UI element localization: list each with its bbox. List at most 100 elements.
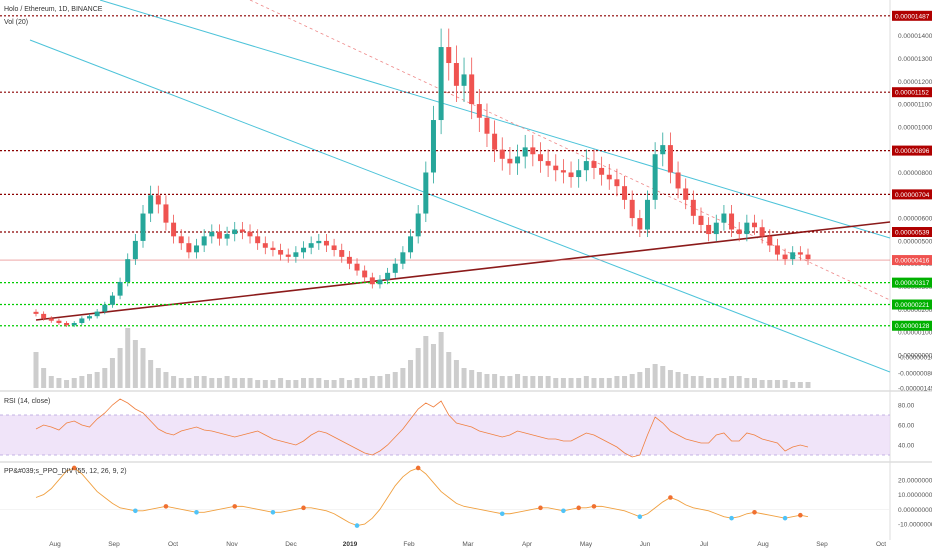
level-label-text: 0.00000221 [895,302,930,309]
time-axis-label: Feb [403,541,415,548]
rsi-tick-label: 80.00 [898,403,915,410]
time-axis-label: Nov [226,541,238,548]
candle-body [400,252,406,264]
candle-body [629,199,635,219]
time-axis-label: Jun [640,541,651,548]
volume-bar [102,368,108,388]
current-price-box [892,255,932,266]
candle-body [209,231,215,237]
price-tick-label: -0.00000010 [898,355,932,362]
candle-body [278,250,284,255]
volume-bar [48,376,54,388]
dashed-trend-line [249,0,891,301]
candle-body [346,256,352,264]
price-tick-label: 0.00001400 [898,33,932,40]
volume-bar [515,374,521,388]
volume-bar [331,380,337,388]
ppo-trough-dot [133,508,138,514]
candle-body [308,243,314,248]
candle-body [239,229,245,232]
ppo-line [35,467,809,527]
candle-body [622,186,628,200]
candle-body [354,263,360,271]
volume-bar [354,378,360,388]
volume-bar [64,380,70,388]
price-tick-label: 0.00000000 [898,352,932,359]
candle-body [178,236,184,244]
candle-body [64,323,70,326]
volume-bar [629,374,635,388]
volume-bar [41,368,47,388]
level-label-text: 0.00000704 [895,192,930,199]
candle-body [201,236,207,246]
volume-bar [255,380,261,388]
candle-body [797,252,803,255]
volume-bar [644,368,650,388]
candle-body [614,179,620,187]
volume-bar [583,376,589,388]
level-label-box [892,299,932,310]
time-axis-label: Mar [462,541,474,548]
volume-bar [94,372,100,388]
candle-body [667,145,673,173]
volume-bar [606,378,612,388]
candle-body [385,272,391,280]
volume-bar [117,348,123,388]
candle-body [438,47,444,121]
volume-bar [744,378,750,388]
candle-body [369,277,375,285]
volume-bar [369,376,375,388]
volume-bar [721,378,727,388]
candle-body [33,311,39,314]
volume-bar [278,378,284,388]
volume-bar [492,374,498,388]
candle-body [331,245,337,251]
candle-body [568,172,574,178]
volume-bar [522,376,528,388]
candle-body [247,231,253,237]
candle-body [721,213,727,223]
rsi-band [0,415,890,455]
candle-body [117,281,123,296]
candle-body [751,222,757,228]
level-label-text: 0.00000317 [895,280,930,287]
volume-bar [125,328,131,388]
rsi-tick-label: 60.00 [898,423,915,430]
candle-body [652,154,658,200]
ppo-tick-label: 10.00000000 [898,492,932,499]
volume-bar [690,376,696,388]
time-axis-label: Oct [876,541,886,548]
price-tick-label: 0.00001100 [898,102,932,109]
volume-bar [87,374,93,388]
candle-body [155,195,161,205]
ppo-peak-dot [591,504,597,509]
rsi-label: RSI (14, close) [4,398,50,405]
volume-bar [232,378,238,388]
volume-bar [530,376,536,388]
volume-bar [729,376,735,388]
candle-body [270,247,276,251]
time-axis-label: May [580,541,593,548]
volume-bar [446,352,452,388]
level-label-text: 0.00001152 [895,90,929,97]
volume-bar [270,380,276,388]
level-label-text: 0.00000539 [895,230,930,237]
price-tick-label: 0.00001300 [898,56,932,63]
volume-bar [545,376,551,388]
volume-bar [576,378,582,388]
candle-body [698,215,704,225]
candle-body [644,199,650,230]
volume-bar [736,376,742,388]
ppo-peak-dot [538,505,543,511]
ppo-peak-dot [798,512,803,518]
volume-bar [622,376,628,388]
volume-bar [247,378,253,388]
candle-body [675,172,681,189]
volume-bar [438,332,444,388]
volume-bar [148,360,154,388]
candle-body [216,231,222,239]
candle-body [446,47,452,64]
candle-body [790,252,796,260]
